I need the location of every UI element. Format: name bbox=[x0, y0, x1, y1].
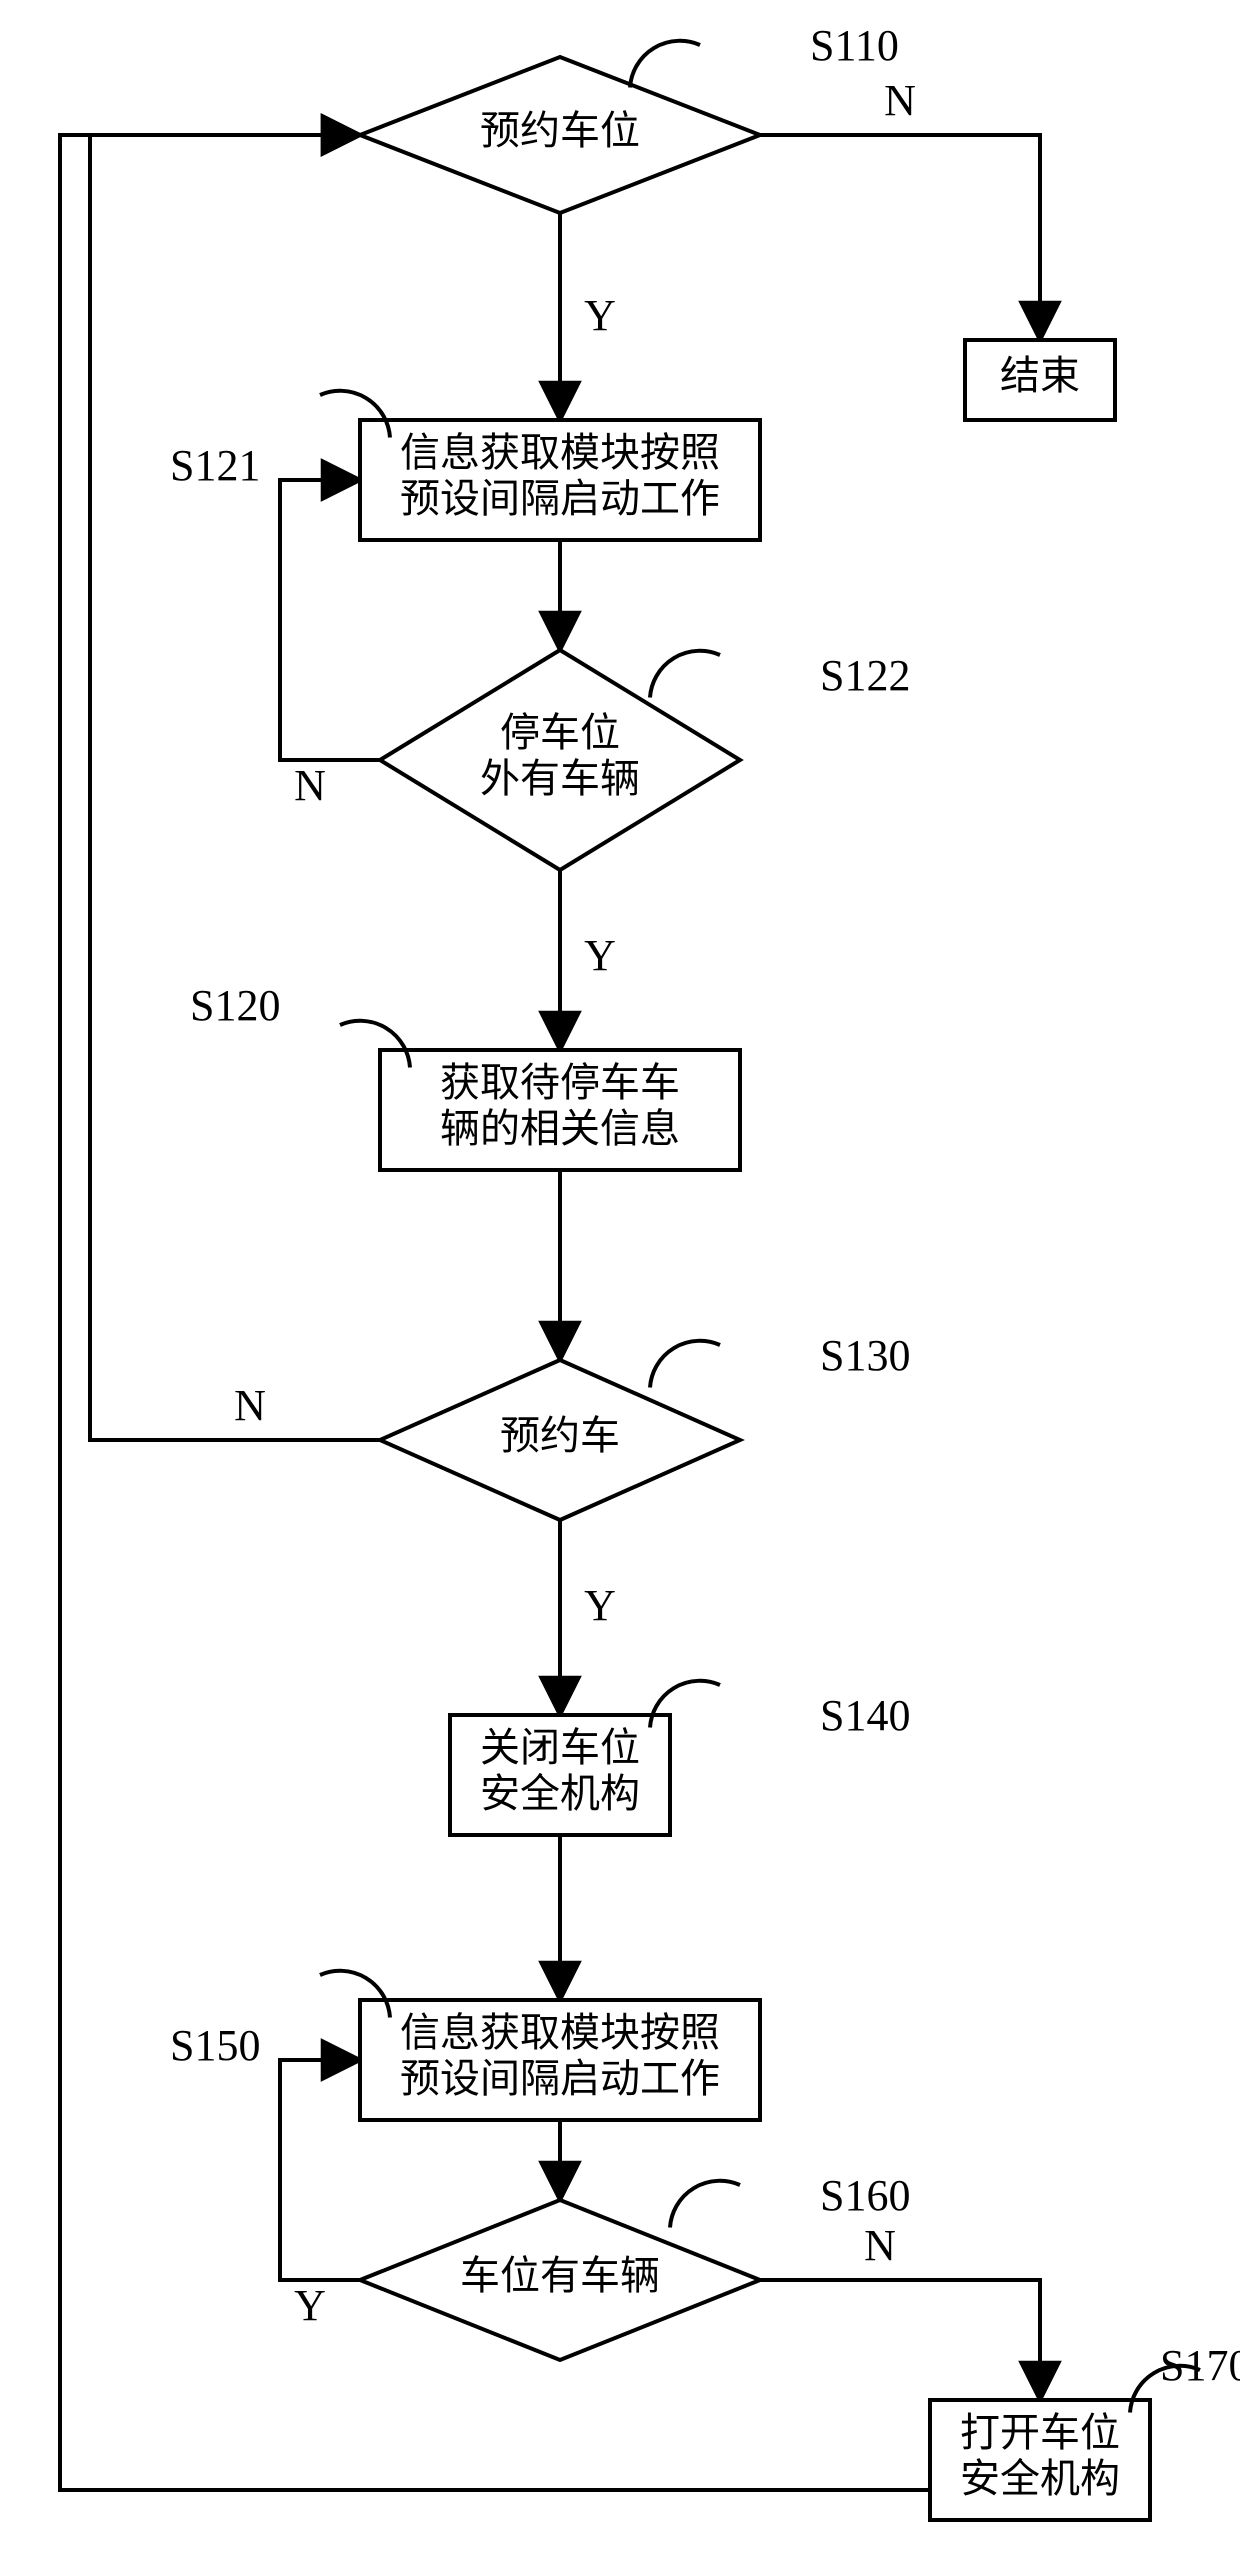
edge-label: Y bbox=[584, 291, 616, 340]
edge-label: N bbox=[294, 761, 326, 810]
node-end: 结束 bbox=[965, 340, 1115, 420]
callout-hook bbox=[650, 1341, 720, 1388]
node-p150: 信息获取模块按照预设间隔启动工作 bbox=[360, 2000, 760, 2120]
node-label: 安全机构 bbox=[480, 1771, 640, 1816]
step-label-S150: S150 bbox=[170, 2021, 260, 2070]
node-p121: 信息获取模块按照预设间隔启动工作 bbox=[360, 420, 760, 540]
step-label-S140: S140 bbox=[820, 1691, 910, 1740]
step-label-S170: S170 bbox=[1160, 2341, 1240, 2390]
node-p170: 打开车位安全机构 bbox=[930, 2400, 1150, 2520]
node-label: 辆的相关信息 bbox=[440, 1106, 680, 1151]
node-label: 预约车 bbox=[500, 1413, 620, 1458]
step-label-S121: S121 bbox=[170, 441, 260, 490]
edge-label: N bbox=[234, 1381, 266, 1430]
node-d160: 车位有车辆 bbox=[360, 2200, 760, 2360]
step-label-S110: S110 bbox=[810, 21, 899, 70]
node-label: 外有车辆 bbox=[480, 756, 640, 801]
node-d122: 停车位外有车辆 bbox=[380, 650, 740, 870]
node-p120: 获取待停车车辆的相关信息 bbox=[380, 1050, 740, 1170]
node-label: 获取待停车车 bbox=[440, 1060, 680, 1105]
edge-label: Y bbox=[584, 931, 616, 980]
edge-label: Y bbox=[584, 1581, 616, 1630]
step-label-S160: S160 bbox=[820, 2171, 910, 2220]
edge-label: N bbox=[884, 76, 916, 125]
node-label: 关闭车位 bbox=[480, 1725, 640, 1770]
edge bbox=[280, 2060, 360, 2280]
node-label: 打开车位 bbox=[960, 2410, 1120, 2455]
node-d110: 预约车位 bbox=[360, 57, 760, 213]
node-label: 结束 bbox=[1000, 353, 1080, 398]
edge-label: N bbox=[864, 2221, 896, 2270]
node-p140: 关闭车位安全机构 bbox=[450, 1715, 670, 1835]
edge bbox=[90, 135, 380, 1440]
node-label: 车位有车辆 bbox=[460, 2253, 660, 2298]
nodes-layer: 预约车位结束信息获取模块按照预设间隔启动工作停车位外有车辆获取待停车车辆的相关信… bbox=[360, 57, 1150, 2520]
node-label: 信息获取模块按照 bbox=[400, 2010, 720, 2055]
node-d130: 预约车 bbox=[380, 1360, 740, 1520]
edge-label: Y bbox=[294, 2281, 326, 2330]
node-label: 安全机构 bbox=[960, 2456, 1120, 2501]
flowchart-canvas: YNNYYNYN预约车位结束信息获取模块按照预设间隔启动工作停车位外有车辆获取待… bbox=[0, 0, 1240, 2549]
callout-hook bbox=[650, 651, 720, 698]
node-label: 停车位 bbox=[500, 710, 620, 755]
node-label: 预约车位 bbox=[480, 108, 640, 153]
edge bbox=[760, 135, 1040, 340]
step-label-S130: S130 bbox=[820, 1331, 910, 1380]
callout-hook bbox=[630, 41, 700, 88]
step-label-S120: S120 bbox=[190, 981, 280, 1030]
edge bbox=[760, 2280, 1040, 2400]
node-label: 预设间隔启动工作 bbox=[400, 476, 720, 521]
node-label: 信息获取模块按照 bbox=[400, 430, 720, 475]
callout-hook bbox=[670, 2181, 740, 2228]
node-label: 预设间隔启动工作 bbox=[400, 2056, 720, 2101]
step-label-S122: S122 bbox=[820, 651, 910, 700]
